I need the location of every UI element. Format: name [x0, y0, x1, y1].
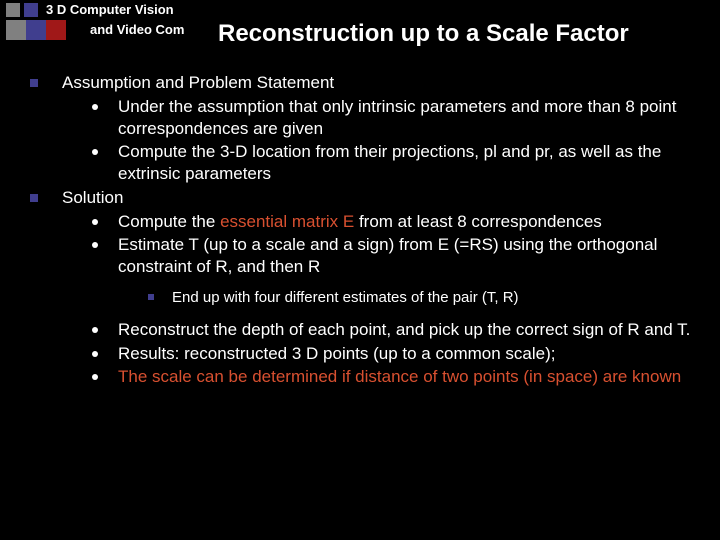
item-assumption-sub2: Compute the 3-D location from their proj…	[118, 141, 696, 185]
square-gray-2	[6, 20, 26, 40]
header-decor-bar	[6, 20, 66, 40]
header-course-title: 3 D Computer Vision	[46, 2, 174, 17]
dot-bullet-icon	[92, 104, 98, 110]
square-purple	[24, 3, 38, 17]
bullet-level2: Under the assumption that only intrinsic…	[92, 96, 696, 140]
square-purple-2	[26, 20, 46, 40]
item-assumption-sub1: Under the assumption that only intrinsic…	[118, 96, 696, 140]
square-bullet-small-icon	[148, 294, 154, 300]
text-fragment: from at least 8 correspondences	[354, 212, 602, 231]
dot-bullet-icon	[92, 374, 98, 380]
slide-title: Reconstruction up to a Scale Factor	[218, 20, 629, 48]
bullet-level2: Compute the essential matrix E from at l…	[92, 211, 696, 233]
emphasis-text: The scale can be determined if distance …	[118, 367, 681, 386]
dot-bullet-icon	[92, 149, 98, 155]
bullet-level2: Estimate T (up to a scale and a sign) fr…	[92, 234, 696, 317]
item-solution-sub4: Results: reconstructed 3 D points (up to…	[118, 343, 696, 365]
dot-bullet-icon	[92, 242, 98, 248]
dot-bullet-icon	[92, 219, 98, 225]
bullet-level2: The scale can be determined if distance …	[92, 366, 696, 388]
item-solution-sub5: The scale can be determined if distance …	[118, 366, 696, 388]
header-subtitle-prefix: and Video Com	[90, 22, 184, 37]
dot-bullet-icon	[92, 327, 98, 333]
square-bullet-icon	[30, 79, 38, 87]
slide-content: Assumption and Problem Statement Under t…	[30, 72, 696, 390]
bullet-level1: Solution Compute the essential matrix E …	[30, 187, 696, 388]
slide-header: 3 D Computer Vision and Video Com Recons…	[0, 0, 720, 48]
dot-bullet-icon	[92, 351, 98, 357]
item-assumption-head: Assumption and Problem Statement	[62, 72, 696, 94]
item-solution-sub2-sub1: End up with four different estimates of …	[172, 288, 696, 307]
item-solution-sub3: Reconstruct the depth of each point, and…	[118, 319, 696, 341]
bullet-level2: Results: reconstructed 3 D points (up to…	[92, 343, 696, 365]
item-solution-sub2: Estimate T (up to a scale and a sign) fr…	[118, 234, 696, 278]
emphasis-text: essential matrix E	[220, 212, 354, 231]
square-bullet-icon	[30, 194, 38, 202]
bullet-level2: Compute the 3-D location from their proj…	[92, 141, 696, 185]
text-fragment: Compute the	[118, 212, 220, 231]
item-solution-sub1: Compute the essential matrix E from at l…	[118, 211, 696, 233]
square-red	[46, 20, 66, 40]
bullet-level2: Reconstruct the depth of each point, and…	[92, 319, 696, 341]
square-gray	[6, 3, 20, 17]
bullet-level1: Assumption and Problem Statement Under t…	[30, 72, 696, 185]
bullet-level3: End up with four different estimates of …	[148, 288, 696, 307]
header-decor-top	[6, 3, 38, 17]
item-solution-head: Solution	[62, 187, 696, 209]
